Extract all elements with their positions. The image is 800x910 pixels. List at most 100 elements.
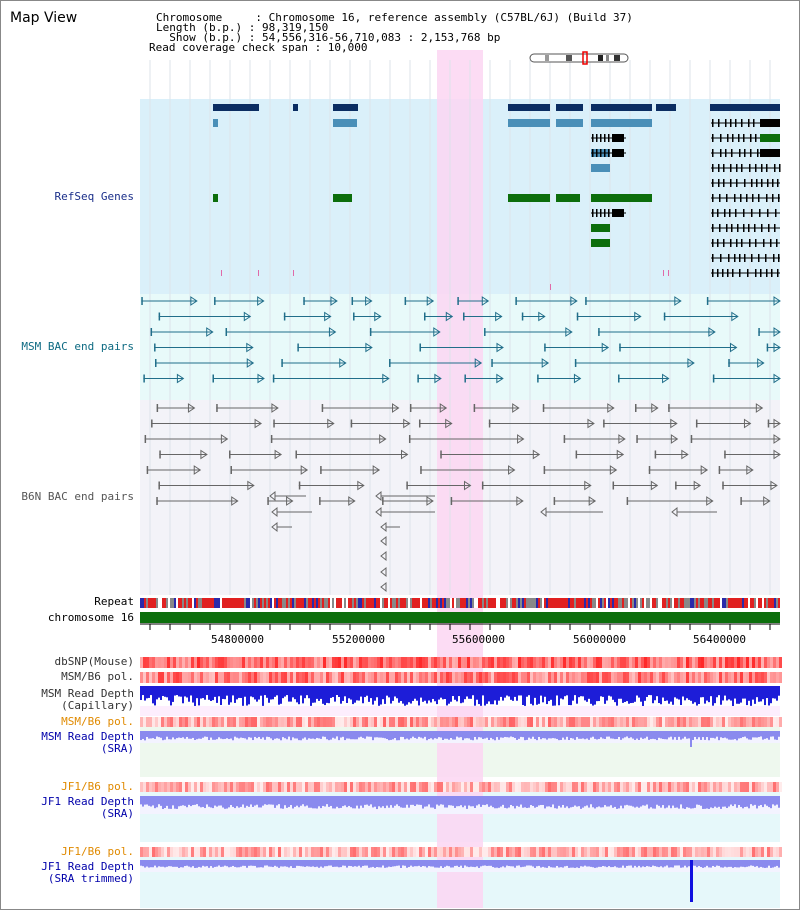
pol-cell [308,657,311,668]
depth-bar [358,796,360,809]
pol-cell [245,847,248,857]
pol-cell [194,782,197,792]
pol-cell [287,657,290,668]
depth-bar [680,796,682,805]
depth-bar [366,860,368,866]
depth-bar [746,796,748,807]
depth-bar [282,796,284,809]
depth-bar [436,796,438,805]
depth-bar [558,686,560,706]
depth-bar [340,731,342,738]
depth-bar [302,796,304,805]
pol-cell [176,717,179,727]
depth-bar [440,860,442,867]
pol-cell [686,657,689,668]
repeat-bar [250,598,252,608]
exon [739,149,741,157]
pol-cell [299,782,302,792]
depth-bar [174,860,176,867]
pol-cell [500,847,503,857]
pol-cell [458,672,461,683]
repeat-bar [262,598,264,608]
depth-bar [724,731,726,738]
repeat-bar [638,598,640,608]
pol-cell [344,847,347,857]
pol-cell [398,657,401,668]
pol-cell [548,717,551,727]
depth-bar [146,731,148,737]
depth-bar [344,731,346,741]
repeat-bar [610,598,612,608]
pol-cell [173,782,176,792]
repeat-bar [332,598,334,608]
pol-cell [347,717,350,727]
depth-bar [612,686,614,700]
pol-cell [761,782,764,792]
pol-cell [563,847,566,857]
repeat-bar [540,598,542,608]
depth-bar [194,731,196,740]
pol-cell [263,782,266,792]
depth-bar [768,860,770,866]
pol-cell [515,672,518,683]
pol-cell [368,672,371,683]
depth-bar [662,686,664,698]
depth-bar [338,731,340,741]
pol-cell [182,782,185,792]
bac-end [141,297,143,305]
depth-bar [402,796,404,808]
depth-bar [306,796,308,806]
track-label-refseq[interactable]: RefSeq Genes [54,190,134,203]
repeat-bar [286,598,288,608]
depth-bar [772,686,774,699]
depth-bar [150,860,152,868]
pol-cell [767,717,770,727]
pol-cell [197,657,200,668]
pol-cell [518,672,521,683]
depth-bar [310,860,312,867]
pol-cell [674,657,677,668]
depth-bar [240,731,242,738]
depth-bar [240,796,242,807]
pol-cell [524,717,527,727]
depth-bar [766,731,768,739]
pol-cell [218,672,221,683]
depth-bar [644,731,646,739]
pol-cell [557,657,560,668]
repeat-bar [518,598,520,608]
depth-bar [736,731,738,741]
repeat-bar [208,598,210,608]
depth-bar [388,731,390,741]
depth-bar [186,860,188,866]
repeat-bar [532,598,534,608]
depth-bar [608,731,610,737]
pol-cell [503,672,506,683]
depth-bar [296,860,298,866]
pol-cell [287,672,290,683]
selection-highlight [437,50,483,908]
track-label-b6n-bac[interactable]: B6N BAC end pairs [21,490,134,503]
depth-bar [256,796,258,805]
depth-bar [552,686,554,706]
depth-bar [438,731,440,738]
ideogram-band [614,55,620,61]
depth-bar [444,686,446,700]
pol-cell [557,782,560,792]
depth-bar [602,686,604,697]
depth-bar [176,686,178,696]
repeat-bar [228,598,230,608]
depth-bar [774,860,776,867]
depth-bar [144,731,146,741]
depth-bar [500,860,502,868]
pol-cell [263,657,266,668]
depth-bar [600,860,602,867]
bac-end [574,359,577,367]
depth-bar [484,731,486,739]
depth-bar [142,796,144,807]
pol-cell [224,657,227,668]
pol-cell [761,717,764,727]
track-label-msm-bac[interactable]: MSM BAC end pairs [21,340,134,353]
depth-bar [436,860,438,868]
bac-end [587,418,595,429]
